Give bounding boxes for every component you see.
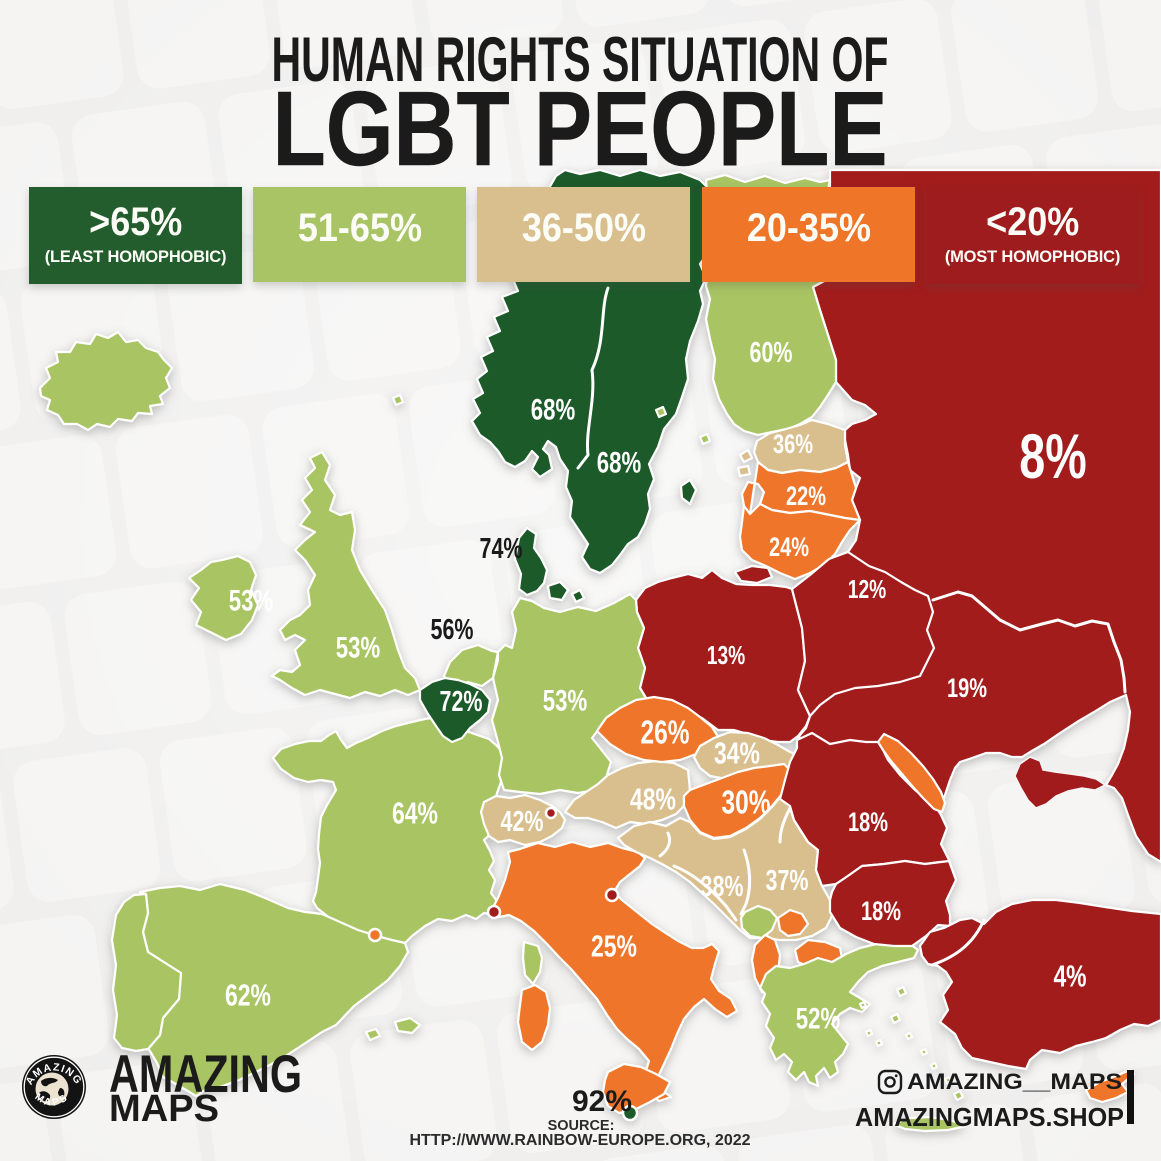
svg-text:42%: 42% — [501, 806, 544, 838]
svg-text:HTTP://WWW.RAINBOW-EUROPE.ORG,: HTTP://WWW.RAINBOW-EUROPE.ORG, 2022 — [409, 1132, 750, 1149]
svg-text:12%: 12% — [848, 574, 887, 604]
svg-text:AMAZINGMAPS.SHOP: AMAZINGMAPS.SHOP — [855, 1102, 1124, 1132]
svg-text:18%: 18% — [848, 807, 888, 837]
svg-text:18%: 18% — [861, 896, 901, 926]
svg-text:19%: 19% — [947, 673, 987, 703]
svg-text:HUMAN RIGHTS SITUATION OF: HUMAN RIGHTS SITUATION OF — [272, 25, 889, 95]
svg-text:62%: 62% — [225, 978, 271, 1013]
svg-text:SOURCE:: SOURCE: — [548, 1118, 615, 1134]
svg-text:56%: 56% — [431, 614, 474, 646]
svg-text:48%: 48% — [630, 782, 676, 817]
svg-text:8%: 8% — [1019, 422, 1086, 492]
svg-text:37%: 37% — [766, 865, 809, 897]
svg-text:24%: 24% — [769, 532, 809, 562]
svg-text:53%: 53% — [543, 685, 587, 718]
svg-text:92%: 92% — [572, 1085, 632, 1118]
svg-text:36%: 36% — [773, 429, 813, 459]
svg-text:68%: 68% — [531, 394, 575, 427]
svg-text:72%: 72% — [440, 686, 483, 718]
svg-text:52%: 52% — [796, 1003, 840, 1036]
svg-text:30%: 30% — [722, 784, 771, 821]
svg-text:34%: 34% — [714, 736, 760, 771]
svg-text:MAPS: MAPS — [33, 1091, 72, 1108]
svg-text:25%: 25% — [591, 929, 637, 964]
svg-text:53%: 53% — [336, 632, 380, 665]
svg-text:AMAZING: AMAZING — [109, 1045, 302, 1104]
svg-text:22%: 22% — [786, 481, 826, 511]
svg-text:38%: 38% — [701, 871, 744, 903]
svg-text:53%: 53% — [229, 585, 273, 618]
svg-text:60%: 60% — [750, 337, 793, 369]
svg-text:68%: 68% — [597, 447, 641, 480]
svg-text:4%: 4% — [1053, 959, 1086, 994]
svg-text:MAPS: MAPS — [109, 1088, 219, 1130]
svg-text:13%: 13% — [707, 640, 746, 670]
svg-text:64%: 64% — [392, 796, 438, 831]
svg-text:26%: 26% — [641, 714, 690, 751]
svg-text:LGBT PEOPLE: LGBT PEOPLE — [273, 70, 888, 188]
svg-text:AMAZING__MAPS: AMAZING__MAPS — [907, 1069, 1122, 1094]
svg-text:74%: 74% — [480, 533, 523, 565]
